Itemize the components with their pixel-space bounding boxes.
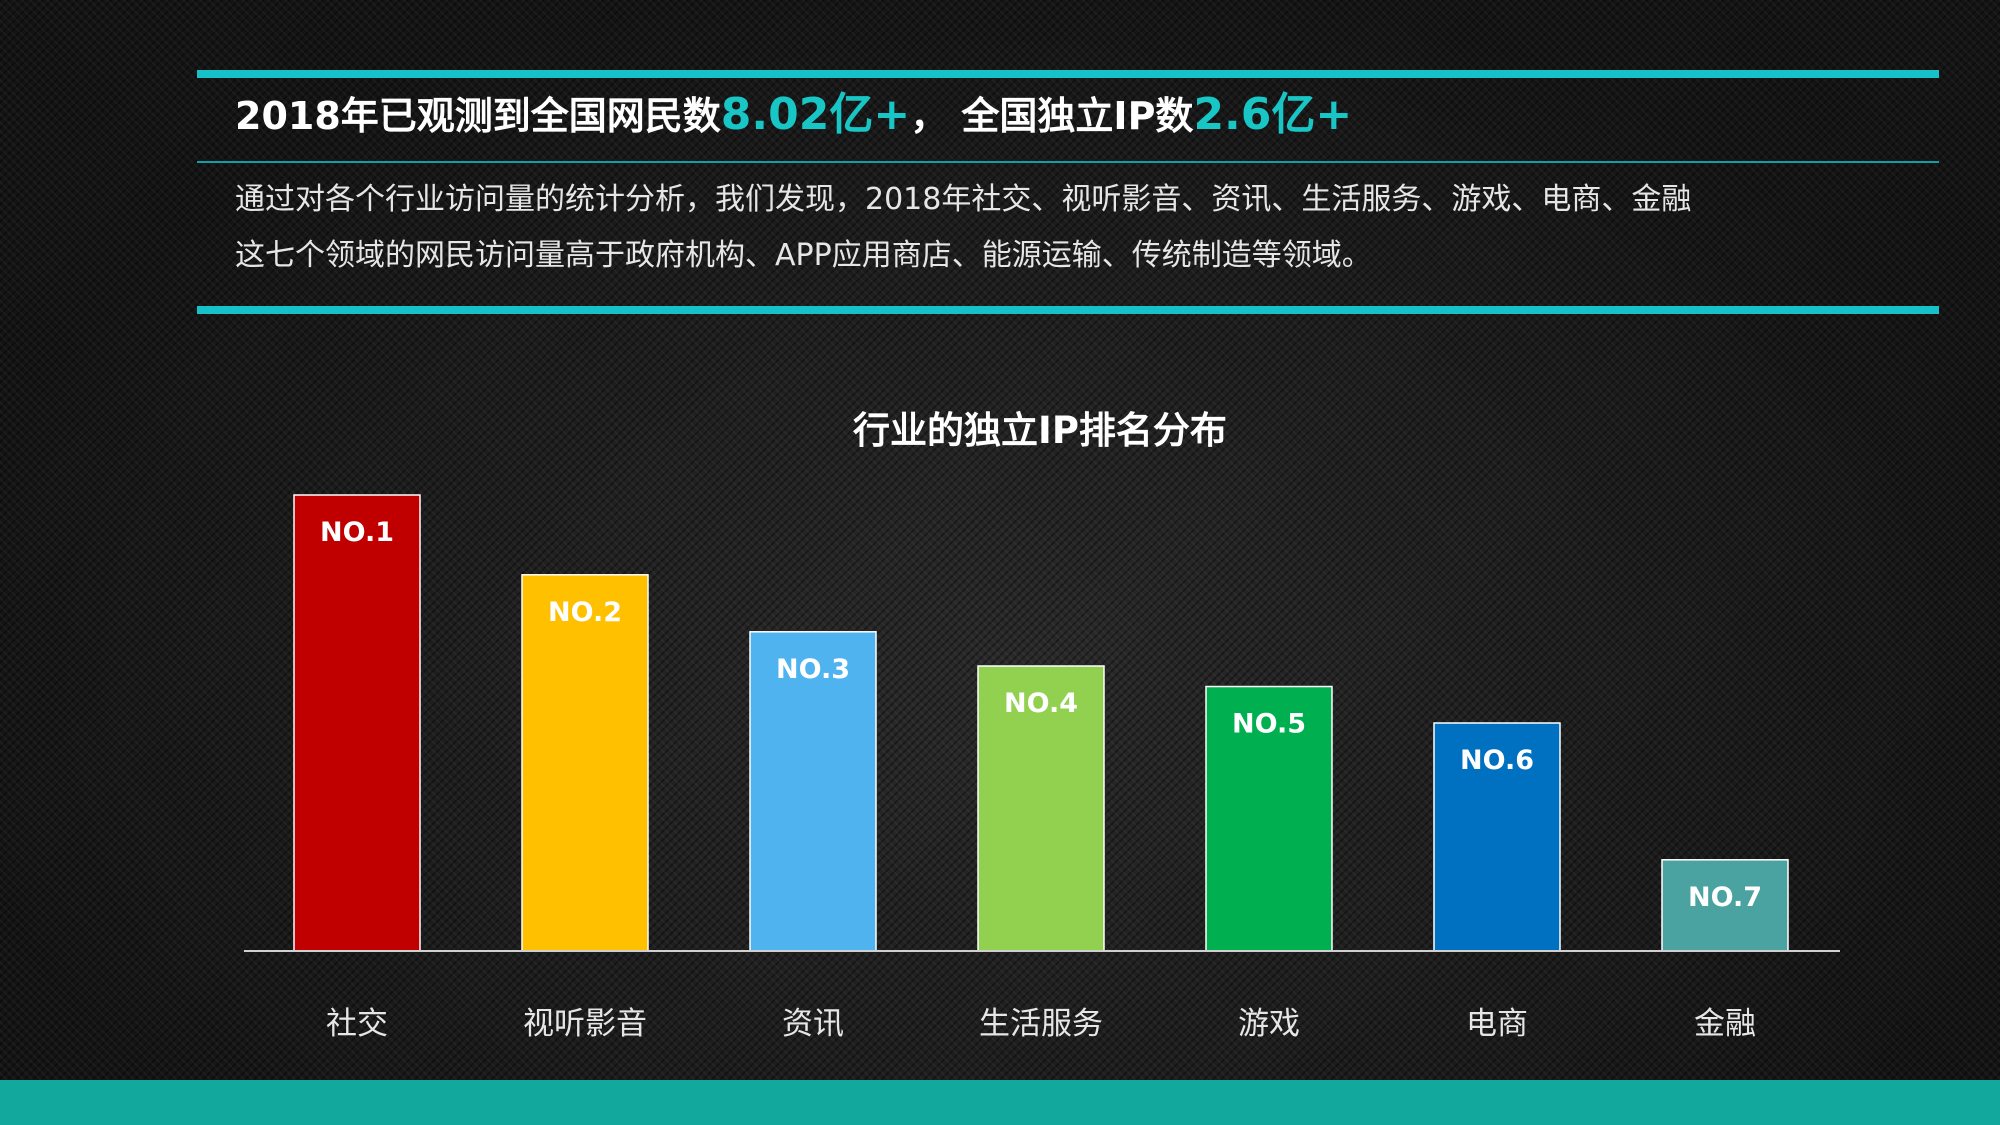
x-tick-label: 社交 [326, 1006, 388, 1042]
description-line-1: 通过对各个行业访问量的统计分析，我们发现，2018年社交、视听影音、资讯、生活服… [235, 182, 1692, 217]
bar-rank-label: NO.5 [1232, 709, 1306, 740]
x-tick-label: 金融 [1694, 1006, 1756, 1042]
description: 通过对各个行业访问量的统计分析，我们发现，2018年社交、视听影音、资讯、生活服… [235, 172, 1915, 284]
header-bottom-rule [197, 306, 1939, 314]
headline-value-netizens: 8.02亿+ [720, 89, 911, 140]
headline-text-1: 2018年已观测到全国网民数 [235, 94, 721, 138]
header-top-rule [197, 70, 1939, 78]
chart-title: 行业的独立IP排名分布 [853, 409, 1227, 452]
bar-1 [293, 494, 421, 952]
bar-rank-label: NO.1 [320, 517, 394, 548]
x-tick-label: 生活服务 [979, 1006, 1103, 1042]
x-tick-label: 电商 [1466, 1006, 1528, 1042]
bar-rank-label: NO.7 [1688, 882, 1762, 913]
headline-text-2: ， 全国独立IP数 [910, 94, 1194, 138]
bar-6 [1433, 722, 1561, 952]
bar-rank-label: NO.6 [1460, 745, 1534, 776]
bar-rank-label: NO.3 [776, 654, 850, 685]
x-tick-label: 视听影音 [523, 1006, 647, 1042]
headline-value-ips: 2.6亿+ [1193, 89, 1353, 140]
headline: 2018年已观测到全国网民数8.02亿+， 全国独立IP数2.6亿+ [235, 84, 1352, 146]
x-tick-label: 游戏 [1238, 1006, 1300, 1042]
bar-rank-label: NO.2 [548, 597, 622, 628]
header-divider [197, 161, 1939, 163]
bar-rank-label: NO.4 [1004, 688, 1078, 719]
x-tick-label: 资讯 [782, 1006, 844, 1042]
bar-7 [1661, 859, 1789, 952]
bottom-band [0, 1080, 2000, 1125]
bar-5 [1205, 685, 1333, 952]
description-line-2: 这七个领域的网民访问量高于政府机构、APP应用商店、能源运输、传统制造等领域。 [235, 238, 1372, 273]
bar-2 [521, 574, 649, 952]
